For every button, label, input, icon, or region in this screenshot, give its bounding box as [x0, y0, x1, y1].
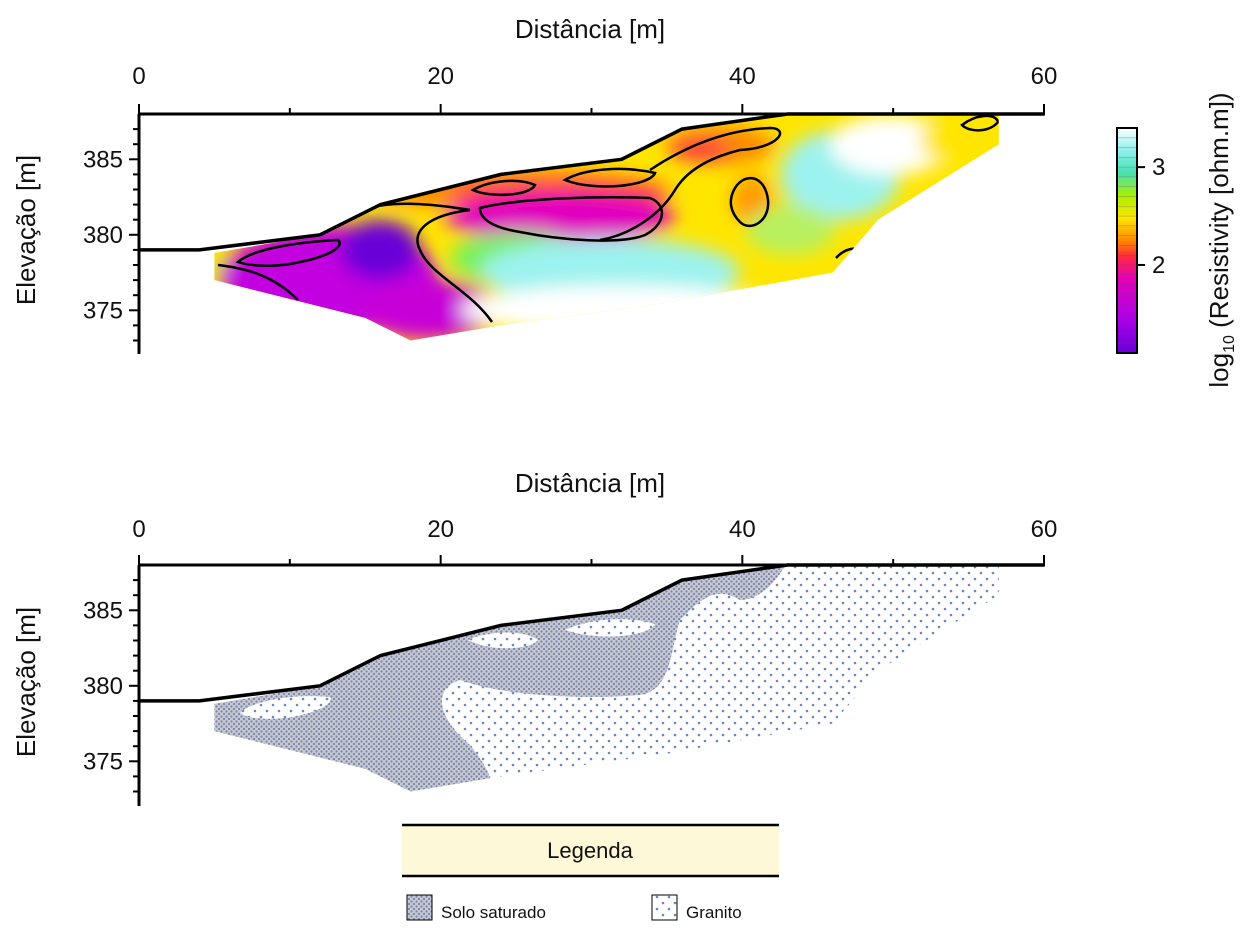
x-tick-label: 40: [729, 63, 756, 90]
x-tick-label: 60: [1031, 516, 1058, 543]
colorbar-label: log10 (Resistivity [ohm.m]): [1204, 92, 1238, 387]
x-tick-label: 20: [427, 516, 454, 543]
resistivity-chart: Distância [m] Elevação [m]: [11, 14, 1238, 388]
blob-purple-core: [340, 220, 420, 280]
y-tick-label: 380: [83, 673, 123, 700]
y-tick-label: 380: [83, 222, 123, 249]
legend-swatch-solo: [406, 894, 433, 921]
colorbar: 23 log10 (Resistivity [ohm.m]): [1116, 92, 1238, 388]
surface-line-top: [139, 112, 1044, 252]
lithology-chart: Distância [m] Elevação [m] 0 20 40 60 375 38…: [11, 468, 1057, 922]
resistivity-section: [214, 114, 999, 341]
legend-swatch-granito: [651, 894, 678, 921]
contour-magenta-box: [478, 196, 663, 242]
x-axis-title-top: Distância [m]: [515, 14, 665, 44]
y-axis-title-bottom: Elevação [m]: [11, 607, 41, 757]
contour-west-lens: [235, 238, 341, 267]
y-axis-title-top: Elevação [m]: [11, 155, 41, 305]
legend-label-granito: Granito: [686, 903, 742, 922]
blob-magenta-centre: [445, 194, 675, 242]
y-tick-label: 385: [83, 146, 123, 173]
legend-title: Legenda: [547, 838, 633, 863]
colorbar-tick-label: 2: [1152, 252, 1165, 279]
x-ticks-bottom: 0 20 40 60: [132, 516, 1057, 565]
y-tick-label: 375: [83, 297, 123, 324]
contour-lens-east: [729, 176, 770, 228]
y-axis-top: 375 380 385: [83, 114, 141, 354]
y-tick-label: 385: [83, 597, 123, 624]
colorbar-label-base: 10: [1221, 335, 1238, 353]
legend-header-bg: [402, 825, 779, 876]
contour-ridge: [599, 126, 782, 242]
granito-lens-centre: [565, 619, 655, 637]
granito-lens-west: [240, 696, 331, 719]
x-axis-bottom: 0 20 40 60: [132, 516, 1057, 567]
contour-lens-north: [470, 179, 537, 197]
contour-lines: [217, 114, 999, 323]
colorbar-label-unit: (Resistivity [ohm.m]): [1204, 92, 1234, 335]
blob-white-deep: [460, 285, 780, 335]
y-tick-label: 375: [83, 748, 123, 775]
blob-white-east: [830, 115, 950, 175]
contour-west-base: [217, 263, 299, 301]
blob-green-east: [745, 205, 835, 255]
blob-red-east: [670, 140, 730, 160]
colorbar-tick-label: 3: [1152, 154, 1165, 181]
legend-label-solo: Solo saturado: [441, 903, 546, 922]
colorbar-label-log: log: [1204, 353, 1234, 388]
x-tick-label: 40: [729, 516, 756, 543]
legend: Legenda Solo saturado Granito: [402, 823, 779, 922]
x-tick-label: 60: [1031, 63, 1058, 90]
granito-lens-north: [468, 632, 538, 649]
contour-lens-far-east: [960, 114, 999, 132]
x-axis-title-bottom: Distância [m]: [515, 468, 665, 498]
colorbar-ticks: 23: [1117, 137, 1165, 344]
y-ticks-bottom: 375 380 385: [83, 579, 139, 793]
blob-yellow-east: [920, 115, 999, 165]
x-ticks-top: 0 20 40 60: [132, 63, 1057, 114]
contour-lens-centre: [562, 167, 657, 188]
x-axis-top: 0 20 40 60: [132, 63, 1057, 116]
surface-line-bottom: [139, 563, 1044, 703]
colorbar-gradient: [1116, 127, 1138, 354]
y-axis-bottom: 375 380 385: [83, 565, 141, 806]
y-ticks-top: 375 380 385: [83, 128, 139, 342]
contour-main: [367, 202, 494, 323]
x-tick-label: 0: [132, 516, 145, 543]
x-tick-label: 0: [132, 63, 145, 90]
x-tick-label: 20: [427, 63, 454, 90]
